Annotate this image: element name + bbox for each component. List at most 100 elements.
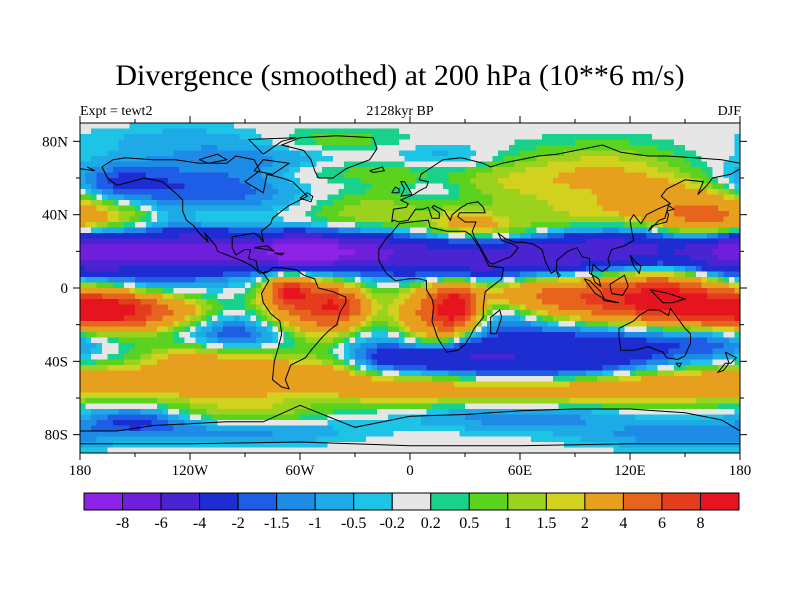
field-cell bbox=[619, 227, 648, 234]
y-tick-label: 40N bbox=[42, 208, 68, 224]
field-cell bbox=[311, 222, 329, 229]
colorbar-label: 8 bbox=[696, 515, 704, 532]
field-cell bbox=[586, 299, 626, 306]
field-cell bbox=[217, 293, 235, 300]
field-cell bbox=[586, 321, 609, 328]
field-cell bbox=[377, 282, 400, 289]
field-cell bbox=[366, 293, 373, 300]
field-cell bbox=[217, 332, 252, 339]
field-cell bbox=[80, 420, 98, 427]
field-cell bbox=[393, 271, 417, 278]
field-cell bbox=[630, 359, 648, 366]
field-cell bbox=[91, 194, 98, 201]
field-cell bbox=[399, 326, 406, 333]
field-cell bbox=[344, 172, 428, 179]
field-cell bbox=[217, 310, 224, 317]
field-cell bbox=[487, 282, 494, 289]
field-cell bbox=[399, 139, 516, 146]
field-cell bbox=[674, 370, 703, 377]
field-cell bbox=[272, 315, 279, 322]
field-cell bbox=[613, 447, 740, 453]
colorbar-label: -4 bbox=[193, 515, 206, 532]
field-cell bbox=[481, 321, 488, 328]
field-cell bbox=[118, 343, 136, 350]
field-cell bbox=[113, 183, 186, 190]
field-cell bbox=[718, 238, 740, 245]
field-cell bbox=[338, 288, 362, 295]
field-cell bbox=[107, 150, 175, 157]
field-cell bbox=[168, 216, 197, 223]
field-cell bbox=[465, 403, 560, 410]
field-cell bbox=[514, 354, 653, 361]
field-cell bbox=[421, 370, 450, 377]
field-cell bbox=[492, 194, 538, 201]
field-cell bbox=[151, 304, 169, 311]
field-cell bbox=[261, 315, 268, 322]
field-cell bbox=[124, 222, 136, 229]
field-cell bbox=[113, 200, 120, 207]
colorbar-box bbox=[237, 492, 278, 511]
field-cell bbox=[371, 326, 389, 333]
field-cell bbox=[80, 365, 109, 372]
field-cell bbox=[327, 178, 362, 185]
field-cell bbox=[135, 282, 147, 289]
field-cell bbox=[168, 403, 191, 410]
field-cell bbox=[564, 227, 604, 234]
field-cell bbox=[635, 436, 740, 443]
field-cell bbox=[80, 381, 455, 388]
field-cell bbox=[300, 161, 318, 168]
field-cell bbox=[454, 381, 571, 388]
field-cell bbox=[102, 189, 114, 196]
coastline bbox=[80, 441, 740, 447]
field-cell bbox=[707, 288, 736, 295]
field-cell bbox=[641, 376, 740, 383]
field-cell bbox=[338, 244, 378, 251]
field-cell bbox=[443, 299, 466, 306]
field-cell bbox=[586, 238, 626, 245]
field-cell bbox=[503, 183, 571, 190]
field-cell bbox=[525, 167, 576, 174]
field-cell bbox=[349, 343, 362, 350]
field-cell bbox=[393, 431, 461, 438]
coastline bbox=[647, 204, 676, 232]
field-cell bbox=[404, 194, 461, 201]
field-cell bbox=[476, 376, 554, 383]
field-cell bbox=[470, 310, 477, 317]
field-cell bbox=[256, 128, 296, 135]
field-cell bbox=[107, 211, 120, 218]
x-tick-label: 180 bbox=[69, 463, 92, 479]
field-cell bbox=[316, 161, 345, 168]
field-cell bbox=[294, 326, 301, 333]
field-cell bbox=[437, 326, 455, 333]
field-cell bbox=[487, 310, 494, 317]
field-cell bbox=[553, 205, 604, 212]
field-cell bbox=[410, 288, 417, 295]
field-cell bbox=[602, 403, 719, 410]
field-cell bbox=[509, 227, 527, 234]
field-cell bbox=[454, 326, 472, 333]
field-cell bbox=[223, 304, 246, 311]
field-cell bbox=[327, 442, 565, 449]
field-cell bbox=[371, 134, 411, 141]
field-cell bbox=[102, 227, 125, 234]
field-cell bbox=[151, 194, 246, 201]
field-cell bbox=[377, 409, 428, 416]
field-cell bbox=[443, 205, 554, 212]
field-cell bbox=[234, 293, 246, 300]
field-cell bbox=[690, 255, 719, 262]
field-cell bbox=[85, 398, 158, 405]
field-cell bbox=[201, 304, 213, 311]
field-cell bbox=[674, 139, 736, 146]
field-cell bbox=[300, 414, 329, 421]
field-cell bbox=[300, 200, 318, 207]
field-cell bbox=[349, 337, 356, 344]
field-cell bbox=[679, 315, 736, 322]
field-cell bbox=[283, 227, 307, 234]
field-cell bbox=[723, 194, 736, 201]
field-cell bbox=[476, 299, 488, 306]
field-cell bbox=[344, 205, 417, 212]
field-cell bbox=[96, 282, 114, 289]
field-cell bbox=[344, 337, 351, 344]
field-cell bbox=[388, 238, 450, 245]
field-cell bbox=[498, 326, 543, 333]
